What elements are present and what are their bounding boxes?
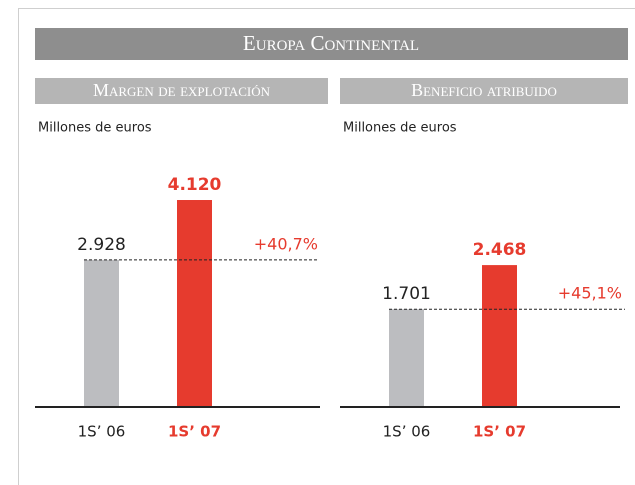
header-bar xyxy=(35,28,628,60)
header-title: Europa Continental xyxy=(243,31,419,55)
panel-title: Beneficio atribuido xyxy=(411,80,557,100)
x-tick-label: 1S’ 06 xyxy=(383,423,431,441)
bar xyxy=(482,265,517,407)
x-tick-label: 1S’ 07 xyxy=(168,423,221,441)
bar xyxy=(389,309,424,407)
bar xyxy=(177,200,212,407)
subtitle: Millones de euros xyxy=(343,121,457,136)
frame xyxy=(18,8,635,485)
value-label: 4.120 xyxy=(168,175,222,195)
panel-title-bar xyxy=(35,78,328,104)
x-tick-label: 1S’ 07 xyxy=(473,423,526,441)
value-label: 2.468 xyxy=(473,240,527,260)
panel-title: Margen de explotación xyxy=(93,80,271,100)
value-label: 2.928 xyxy=(77,235,126,255)
panel-title-bar xyxy=(340,78,628,104)
value-label: 1.701 xyxy=(382,284,431,304)
bar xyxy=(84,259,119,407)
annotation: +45,1% xyxy=(558,284,622,303)
annotation: +40,7% xyxy=(254,234,318,253)
x-tick-label: 1S’ 06 xyxy=(78,423,126,441)
subtitle: Millones de euros xyxy=(38,121,152,136)
